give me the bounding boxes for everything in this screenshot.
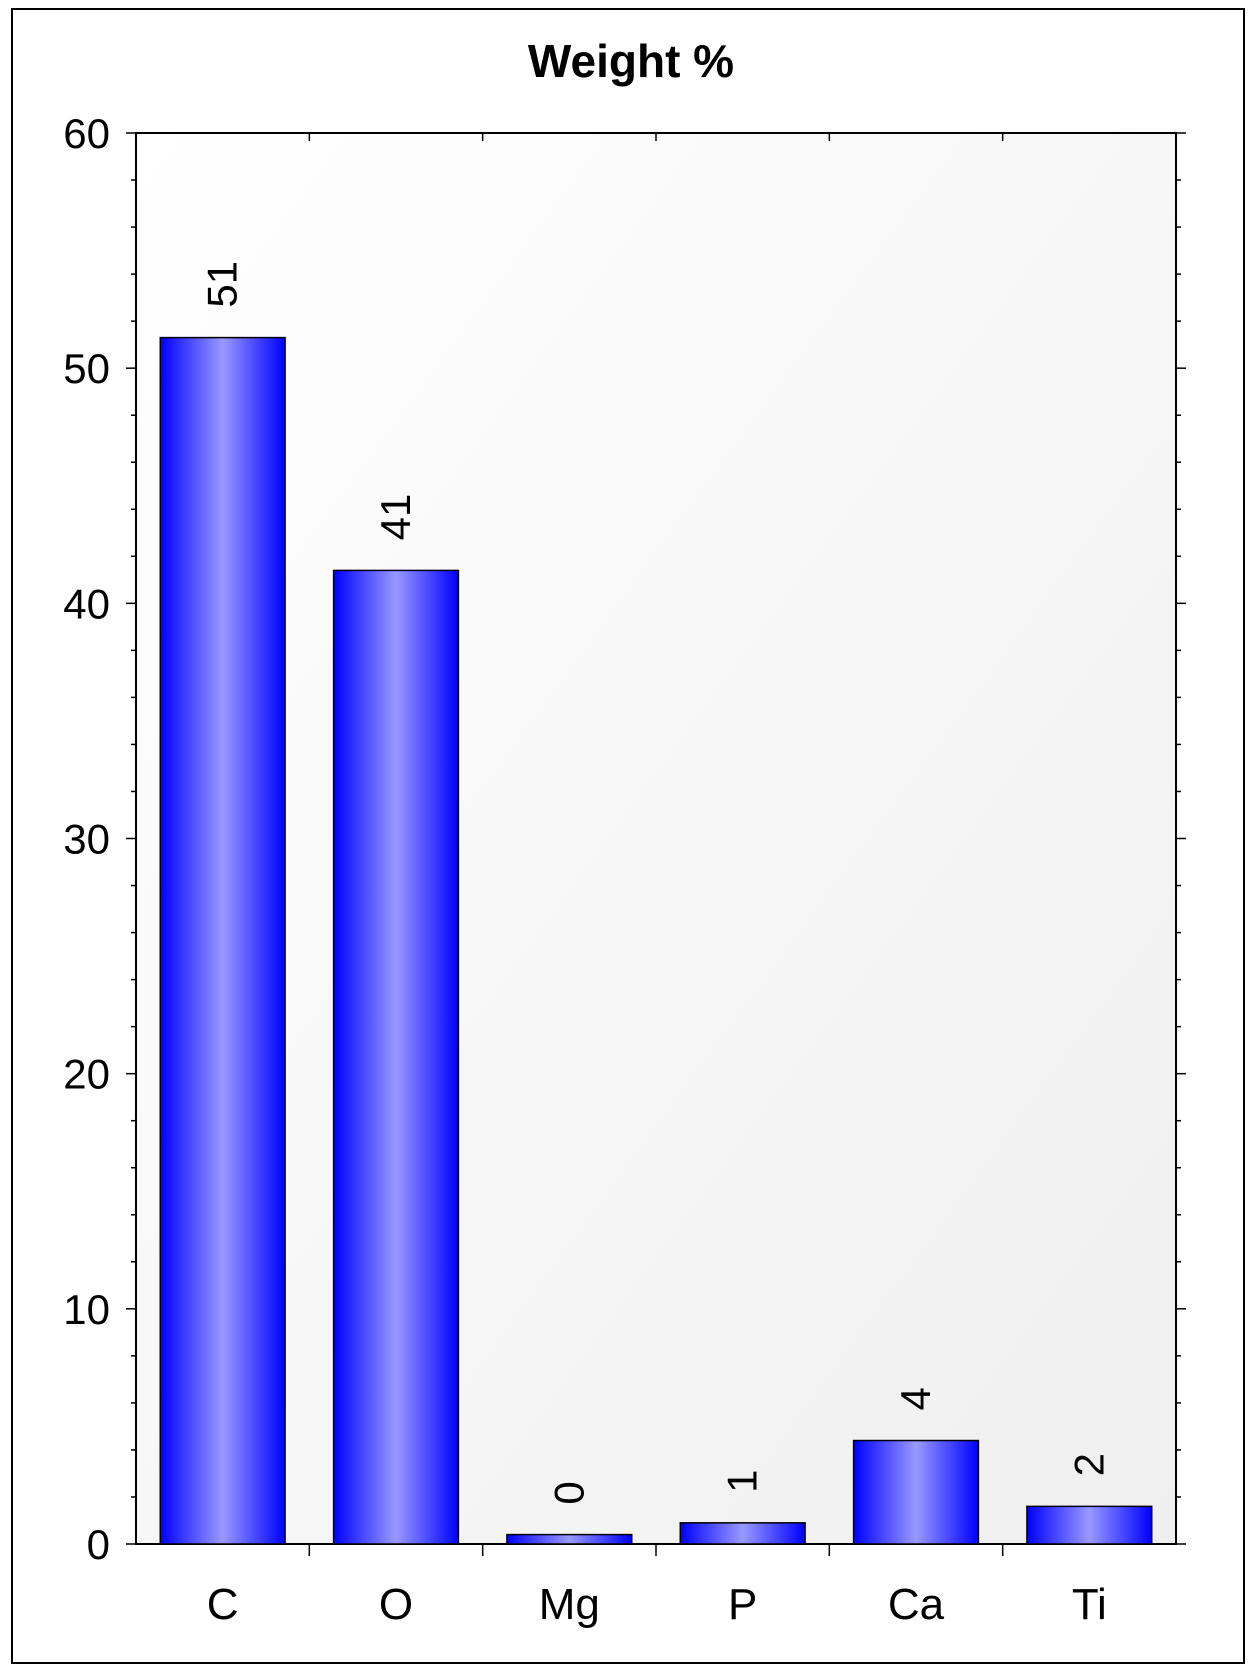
bar-O (334, 570, 459, 1544)
data-label: 41 (372, 494, 419, 541)
bar-C (160, 338, 285, 1544)
y-tick-label: 0 (87, 1521, 110, 1568)
bar-P (680, 1523, 805, 1544)
chart-title: Weight % (528, 35, 734, 87)
bar-Mg (507, 1535, 632, 1544)
y-tick-label: 50 (63, 345, 110, 392)
data-label: 0 (545, 1481, 592, 1504)
y-tick-label: 40 (63, 580, 110, 627)
x-tick-label: P (728, 1580, 757, 1629)
data-label: 2 (1065, 1453, 1112, 1476)
bar-chart: Weight % 0 10 20 30 40 50 60 C O Mg P Ca Ti 51 41 0 1 4… (13, 10, 1243, 1662)
x-tick-label: Ca (888, 1580, 945, 1629)
bar-Ca (854, 1441, 979, 1544)
y-tick-label: 60 (63, 110, 110, 157)
x-tick-label: O (379, 1580, 413, 1629)
y-tick-label: 10 (63, 1286, 110, 1333)
data-label: 51 (199, 261, 246, 308)
x-tick-label: Ti (1072, 1580, 1107, 1629)
plot-area (136, 133, 1176, 1544)
data-label: 4 (892, 1387, 939, 1410)
data-label: 1 (719, 1469, 766, 1492)
y-tick-label: 30 (63, 816, 110, 863)
y-tick-label: 20 (63, 1051, 110, 1098)
bar-Ti (1027, 1506, 1152, 1544)
x-tick-label: Mg (539, 1580, 600, 1629)
chart-frame: Weight % 0 10 20 30 40 50 60 C O Mg P Ca Ti 51 41 0 1 4… (11, 8, 1245, 1664)
x-tick-label: C (207, 1580, 239, 1629)
